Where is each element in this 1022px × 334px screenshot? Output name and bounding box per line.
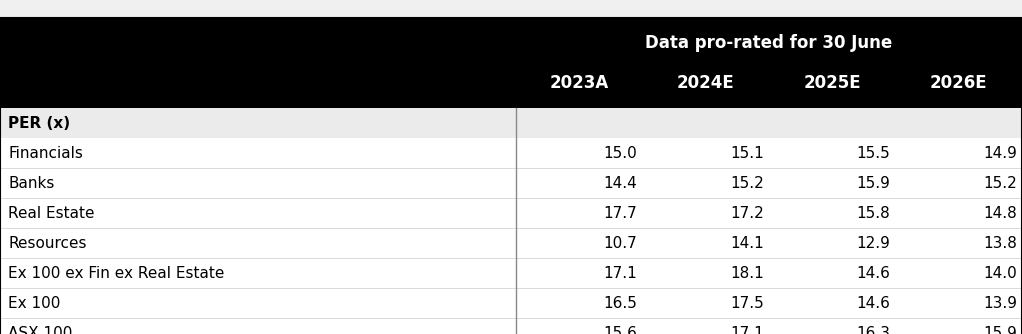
Bar (0, 228, 1022, 258)
Text: Data pro-rated for 30 June: Data pro-rated for 30 June (646, 34, 892, 52)
Text: PER (x): PER (x) (8, 116, 71, 131)
Text: 16.3: 16.3 (856, 326, 890, 334)
Text: 15.1: 15.1 (730, 146, 764, 161)
Text: 15.9: 15.9 (983, 326, 1017, 334)
Text: 15.5: 15.5 (856, 146, 890, 161)
Text: Banks: Banks (8, 175, 54, 190)
Text: 15.2: 15.2 (730, 175, 764, 190)
Text: 13.8: 13.8 (983, 235, 1017, 250)
Text: 17.2: 17.2 (730, 205, 764, 220)
Text: 15.2: 15.2 (983, 175, 1017, 190)
Bar (0, 318, 1022, 334)
Text: 10.7: 10.7 (604, 235, 638, 250)
Text: 13.9: 13.9 (983, 296, 1017, 311)
Text: 14.6: 14.6 (856, 266, 890, 281)
Text: 14.1: 14.1 (730, 235, 764, 250)
Text: Resources: Resources (8, 235, 87, 250)
Bar (0, 18, 1022, 108)
Text: 14.6: 14.6 (856, 296, 890, 311)
Text: 14.9: 14.9 (983, 146, 1017, 161)
Text: 15.0: 15.0 (604, 146, 638, 161)
Bar (0, 138, 1022, 168)
Text: 2026E: 2026E (930, 74, 987, 92)
Text: Ex 100: Ex 100 (8, 296, 60, 311)
Bar (0, 288, 1022, 318)
Text: 17.1: 17.1 (730, 326, 764, 334)
Text: Real Estate: Real Estate (8, 205, 95, 220)
Text: 12.9: 12.9 (856, 235, 890, 250)
Text: Ex 100 ex Fin ex Real Estate: Ex 100 ex Fin ex Real Estate (8, 266, 225, 281)
Bar (0, 258, 1022, 288)
Text: 15.9: 15.9 (856, 175, 890, 190)
Text: 2025E: 2025E (803, 74, 862, 92)
Text: 15.8: 15.8 (856, 205, 890, 220)
Text: 14.8: 14.8 (983, 205, 1017, 220)
Text: 15.6: 15.6 (604, 326, 638, 334)
Text: 2024E: 2024E (677, 74, 735, 92)
Text: Financials: Financials (8, 146, 83, 161)
Text: 16.5: 16.5 (604, 296, 638, 311)
Text: 18.1: 18.1 (730, 266, 764, 281)
Text: 17.7: 17.7 (604, 205, 638, 220)
Text: 14.0: 14.0 (983, 266, 1017, 281)
Bar (0, 168, 1022, 198)
Bar (0, 108, 1022, 138)
Text: 14.4: 14.4 (604, 175, 638, 190)
Text: 2023A: 2023A (550, 74, 609, 92)
Text: ASX 100: ASX 100 (8, 326, 73, 334)
Text: 17.5: 17.5 (730, 296, 764, 311)
Bar (0, 198, 1022, 228)
Text: 17.1: 17.1 (604, 266, 638, 281)
